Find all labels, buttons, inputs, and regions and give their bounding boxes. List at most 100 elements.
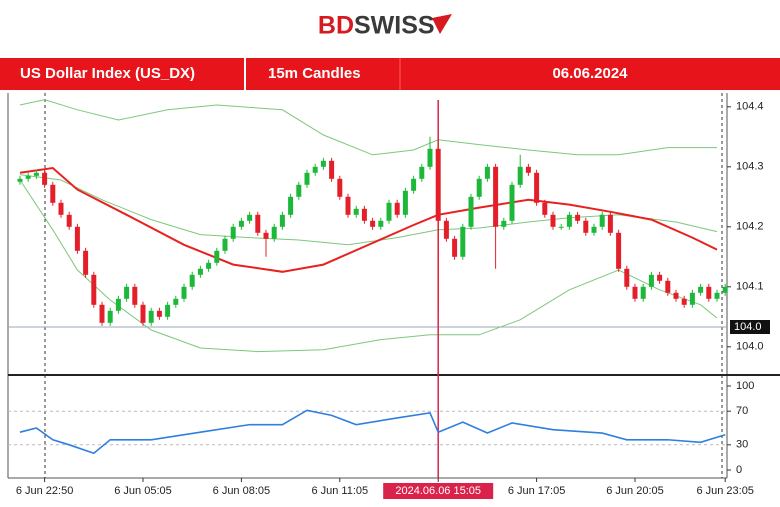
- candle-body: [468, 196, 474, 227]
- candle-body: [542, 202, 548, 215]
- candle-body: [140, 304, 146, 323]
- candle-body: [419, 166, 425, 179]
- candle-body: [370, 220, 376, 227]
- candle-body: [271, 226, 277, 239]
- candle-body: [33, 172, 39, 176]
- candle-body: [484, 166, 490, 179]
- y-tick-label: 104.4: [736, 101, 764, 113]
- timeframe: 15m Candles: [268, 65, 361, 82]
- x-tick-label: 6 Jun 17:05: [508, 485, 566, 497]
- x-tick-label: 6 Jun 05:05: [114, 485, 172, 497]
- candle-body: [91, 274, 97, 305]
- candle-body: [452, 238, 458, 257]
- candle-body: [648, 274, 654, 287]
- candle-body: [394, 202, 400, 215]
- overlay-line: [19, 99, 717, 156]
- x-tick-label: 6 Jun 22:50: [16, 485, 74, 497]
- candle-body: [230, 226, 236, 239]
- logo-swiss: SWISS: [354, 12, 435, 40]
- x-tick-label: 2024.06.06 15:05: [395, 485, 481, 497]
- candle-body: [443, 220, 449, 239]
- candle-body: [173, 298, 179, 305]
- candle-body: [83, 250, 89, 275]
- candle-body: [279, 214, 285, 227]
- candle-body: [517, 166, 523, 185]
- rsi-line: [19, 409, 726, 455]
- price-label-box: [730, 320, 770, 334]
- candle-body: [665, 280, 671, 293]
- candle-body: [247, 214, 253, 221]
- overlay-line: [19, 179, 718, 353]
- candle-body: [115, 298, 121, 311]
- candle-body: [411, 178, 417, 191]
- candle-body: [616, 232, 622, 269]
- x-tick-label: 6 Jun 08:05: [213, 485, 271, 497]
- candle-body: [476, 178, 482, 197]
- candle-body: [657, 274, 663, 281]
- candle-body: [263, 232, 269, 239]
- x-tick-label: 6 Jun 23:05: [696, 485, 754, 497]
- candle-body: [214, 250, 220, 263]
- candle-body: [493, 166, 499, 227]
- candle-body: [501, 220, 507, 227]
- candle-body: [50, 184, 56, 203]
- candle-body: [714, 292, 720, 299]
- y-tick-label: 104.1: [736, 281, 764, 293]
- candle-body: [345, 196, 351, 215]
- candle-body: [320, 160, 326, 167]
- y-tick-label: 30: [736, 439, 748, 451]
- candle-body: [591, 226, 597, 233]
- overlay-line: [19, 174, 718, 246]
- candle-body: [197, 268, 203, 275]
- x-tick-label: 6 Jun 11:05: [311, 485, 368, 497]
- candle-body: [165, 304, 171, 317]
- y-tick-label: 0: [736, 464, 742, 476]
- candle-body: [550, 214, 556, 227]
- candle-body: [107, 310, 113, 323]
- candle-body: [509, 184, 515, 221]
- candle-body: [25, 175, 31, 179]
- candle-body: [74, 226, 80, 251]
- candle-body: [575, 214, 581, 221]
- y-tick-label: 100: [736, 380, 754, 392]
- y-tick-label: 104.0: [736, 341, 764, 353]
- y-tick-label: 104.3: [736, 161, 764, 173]
- candle-body: [599, 214, 605, 227]
- cursor-label-box: [383, 483, 494, 499]
- candle-body: [632, 286, 638, 299]
- y-tick-label: 104.2: [736, 221, 764, 233]
- candle-body: [304, 172, 310, 185]
- candle-body: [148, 310, 154, 323]
- candle-body: [296, 184, 302, 197]
- candle-body: [353, 208, 359, 215]
- candle-body: [427, 148, 433, 167]
- candle-body: [722, 286, 728, 293]
- logo-bd: BD: [318, 12, 354, 40]
- candle-body: [255, 214, 261, 233]
- candle-body: [337, 178, 343, 197]
- candle-body: [566, 214, 572, 227]
- overlay-line: [19, 166, 718, 273]
- candle-body: [706, 286, 712, 299]
- candle-body: [378, 220, 384, 227]
- candle-body: [206, 262, 212, 269]
- instrument: US Dollar Index (US_DX): [20, 65, 195, 82]
- candle-body: [583, 220, 589, 233]
- candle-body: [624, 268, 630, 287]
- candle-body: [673, 292, 679, 299]
- candle-body: [534, 172, 540, 203]
- candle-body: [42, 172, 48, 185]
- x-tick-label: 6 Jun 20:05: [606, 485, 664, 497]
- candle-body: [460, 226, 466, 257]
- candle-body: [181, 286, 187, 299]
- candle-body: [435, 148, 441, 221]
- candle-body: [558, 226, 564, 228]
- candle-body: [312, 166, 318, 173]
- candle-body: [288, 196, 294, 215]
- candle-body: [156, 310, 162, 317]
- candle-body: [607, 214, 613, 233]
- candle-body: [329, 160, 335, 179]
- candle-body: [402, 190, 408, 215]
- y-tick-label: 70: [736, 405, 748, 417]
